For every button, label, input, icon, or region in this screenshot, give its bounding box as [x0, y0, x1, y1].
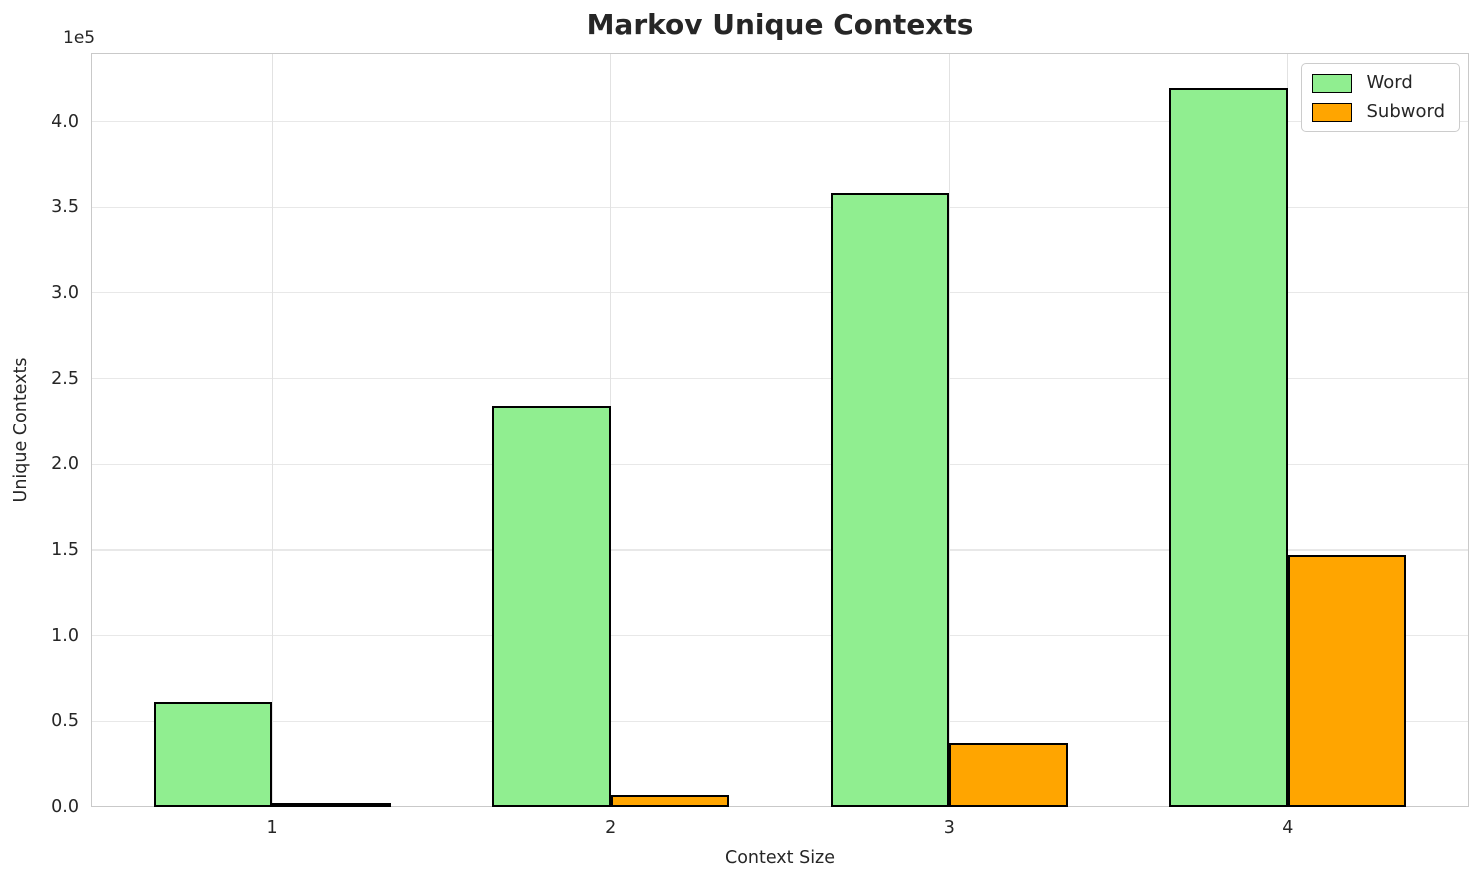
legend: Word Subword — [1301, 63, 1460, 132]
y-tick-label: 0.0 — [51, 797, 79, 817]
y-tick-label: 3.0 — [51, 282, 79, 303]
bar-subword-3 — [949, 743, 1068, 807]
y-tick-label: 2.5 — [51, 368, 79, 389]
y-tick-label: 3.5 — [51, 197, 79, 218]
y-tick-label: 4.0 — [51, 111, 79, 132]
legend-item-subword: Subword — [1312, 101, 1445, 123]
x-tick-label: 1 — [266, 818, 278, 838]
plot-area: 1e5 Unique Contexts Context Size Word Su… — [11, 28, 1469, 868]
x-tick-label: 2 — [605, 818, 617, 838]
gridline-horizontal — [91, 120, 1469, 123]
y-axis-offset-label: 1e5 — [63, 28, 96, 48]
legend-label-subword: Subword — [1366, 101, 1445, 122]
bar-subword-4 — [1287, 554, 1407, 807]
legend-label-word: Word — [1366, 72, 1413, 93]
y-tick-label: 1.5 — [51, 539, 79, 560]
gridline-horizontal — [91, 206, 1469, 208]
gridline-horizontal — [91, 463, 1469, 465]
gridline-horizontal — [91, 635, 1469, 637]
y-tick-label: 2.0 — [51, 454, 79, 475]
gridline-horizontal — [91, 292, 1469, 294]
legend-swatch-subword — [1312, 102, 1353, 122]
x-tick-label: 4 — [1282, 818, 1294, 838]
bar-word-2 — [492, 406, 611, 807]
gridline-vertical — [610, 53, 612, 807]
legend-swatch-word — [1312, 73, 1353, 93]
gridline-vertical — [271, 53, 273, 807]
x-tick-label: 3 — [943, 818, 955, 838]
y-tick-label: 0.5 — [51, 711, 79, 732]
gridline-horizontal — [91, 549, 1469, 551]
bar-word-4 — [1169, 88, 1288, 807]
gridline-horizontal — [91, 377, 1469, 380]
legend-item-word: Word — [1312, 72, 1445, 94]
bar-word-3 — [830, 192, 950, 807]
chart-title: Markov Unique Contexts — [586, 8, 974, 41]
y-tick-label: 1.0 — [51, 625, 79, 646]
bar-subword-1 — [272, 803, 391, 807]
bar-word-1 — [153, 701, 273, 807]
x-axis-label: Context Size — [724, 848, 836, 868]
bar-subword-2 — [610, 795, 730, 807]
gridline-horizontal — [91, 720, 1469, 722]
